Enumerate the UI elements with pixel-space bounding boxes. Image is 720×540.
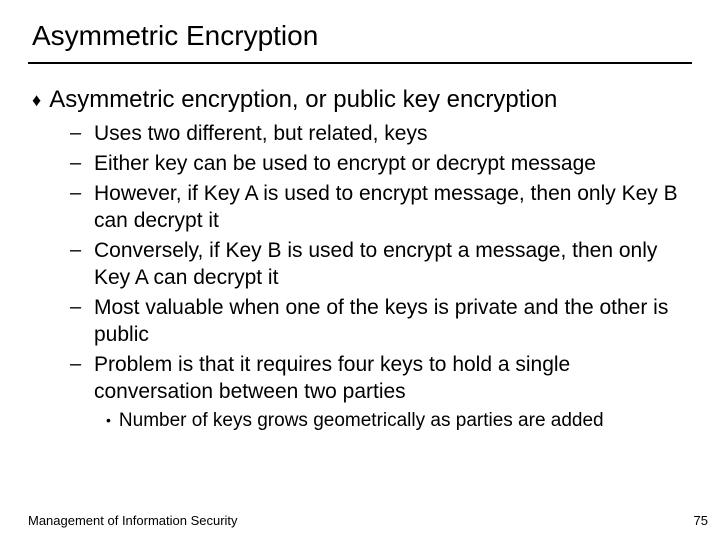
bullet-main: ♦ Asymmetric encryption, or public key e… xyxy=(32,86,692,114)
sub-bullet: – However, if Key A is used to encrypt m… xyxy=(70,180,692,234)
sub-bullet: – Problem is that it requires four keys … xyxy=(70,351,692,405)
bullet-main-text: Asymmetric encryption, or public key enc… xyxy=(49,86,557,114)
sub-bullet-text: Conversely, if Key B is used to encrypt … xyxy=(94,237,692,291)
sub-bullet-text: However, if Key A is used to encrypt mes… xyxy=(94,180,692,234)
sub-bullet-list: – Uses two different, but related, keys … xyxy=(70,120,692,433)
dash-icon: – xyxy=(70,351,84,378)
slide: Asymmetric Encryption ♦ Asymmetric encry… xyxy=(0,0,720,540)
dash-icon: – xyxy=(70,237,84,264)
page-number: 75 xyxy=(694,513,708,528)
slide-title: Asymmetric Encryption xyxy=(32,20,692,52)
sub-bullet-text: Problem is that it requires four keys to… xyxy=(94,351,692,405)
dash-icon: – xyxy=(70,150,84,177)
sub-bullet-text: Most valuable when one of the keys is pr… xyxy=(94,294,692,348)
sub-bullet-text: Either key can be used to encrypt or dec… xyxy=(94,150,596,177)
sub-bullet: – Either key can be used to encrypt or d… xyxy=(70,150,692,177)
diamond-icon: ♦ xyxy=(32,86,41,114)
sub-bullet: – Uses two different, but related, keys xyxy=(70,120,692,147)
footer-source: Management of Information Security xyxy=(28,513,238,528)
sub-bullet-text: Uses two different, but related, keys xyxy=(94,120,427,147)
dash-icon: – xyxy=(70,180,84,207)
dash-icon: – xyxy=(70,120,84,147)
sub-bullet: – Conversely, if Key B is used to encryp… xyxy=(70,237,692,291)
dash-icon: – xyxy=(70,294,84,321)
dot-icon: • xyxy=(106,408,111,433)
subsub-bullet-list: • Number of keys grows geometrically as … xyxy=(106,408,692,433)
title-rule xyxy=(28,62,692,64)
subsub-bullet-text: Number of keys grows geometrically as pa… xyxy=(119,408,604,433)
subsub-bullet: • Number of keys grows geometrically as … xyxy=(106,408,692,433)
sub-bullet: – Most valuable when one of the keys is … xyxy=(70,294,692,348)
